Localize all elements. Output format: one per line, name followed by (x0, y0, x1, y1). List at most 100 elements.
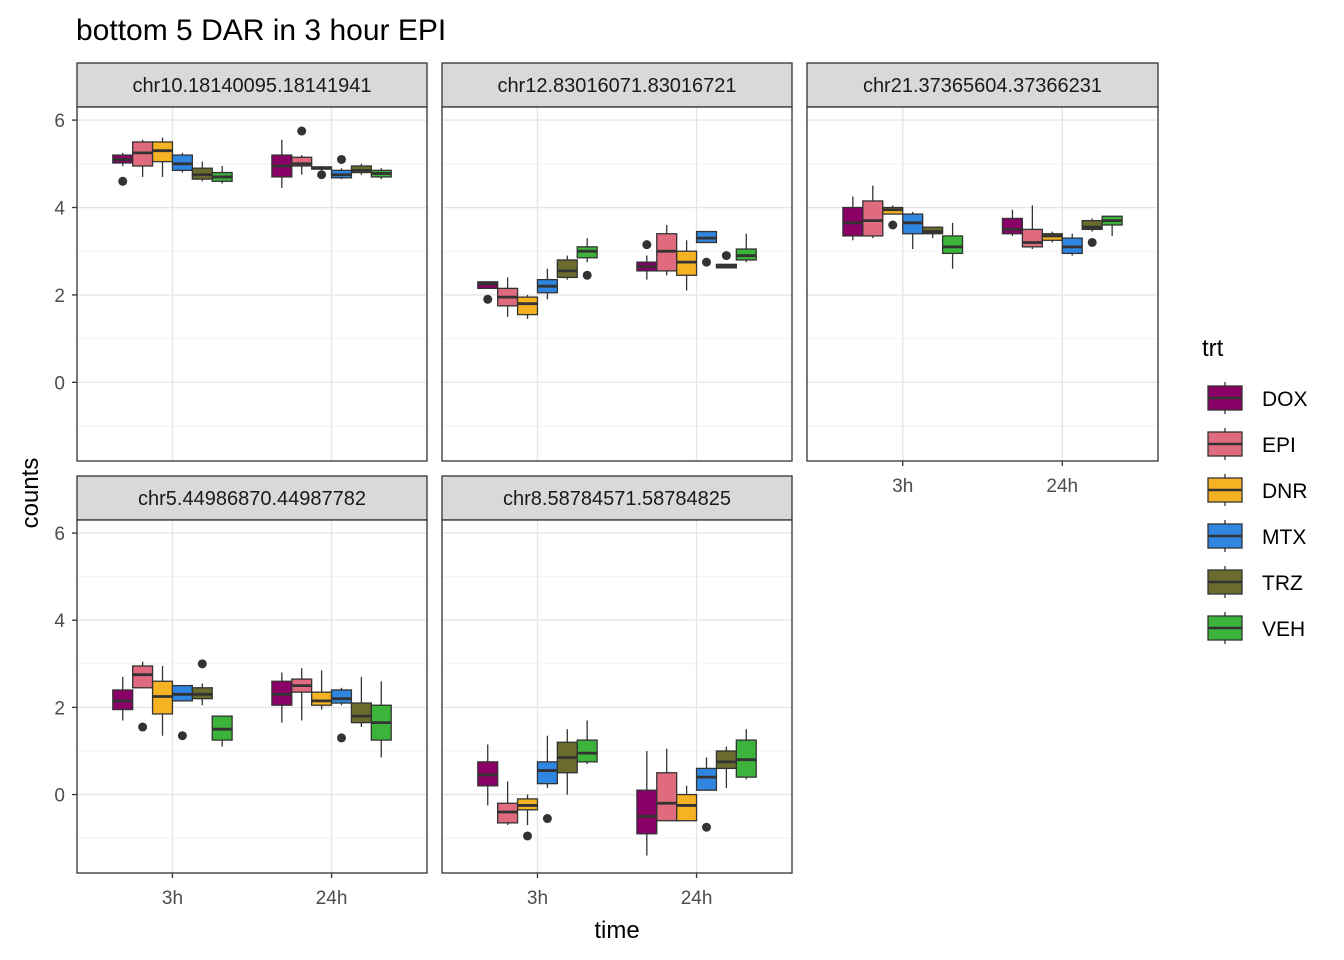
box-epi (497, 277, 519, 317)
box-iqr (862, 200, 884, 237)
box-veh (211, 166, 233, 184)
y-tick-label: 6 (54, 111, 65, 132)
box-veh (211, 715, 233, 747)
box-dnr (151, 137, 174, 177)
legend-item-epi: EPI (1207, 428, 1296, 460)
panel-border (806, 106, 1159, 462)
box-outlier (542, 814, 552, 824)
box-outlier (483, 294, 493, 304)
box-veh (576, 720, 598, 765)
box-iqr (1001, 217, 1024, 235)
x-tick-label: 24h (1046, 476, 1078, 497)
box-epi (497, 781, 519, 826)
facet-strip (806, 62, 1159, 108)
box-epi (291, 126, 313, 175)
box-dox (842, 196, 864, 241)
box-epi (1021, 205, 1043, 250)
box-veh (370, 168, 392, 180)
panel-border (76, 106, 428, 462)
box-veh (735, 233, 757, 263)
box-dnr (676, 240, 698, 291)
box-outlier (336, 154, 346, 164)
box-outlier (701, 257, 711, 267)
box-mtx (695, 230, 718, 267)
x-tick-label: 3h (892, 476, 913, 497)
x-tick-label: 24h (681, 888, 713, 909)
box-iqr (695, 767, 718, 791)
box-mtx (695, 757, 718, 832)
box-epi (132, 661, 154, 732)
box-outlier (701, 822, 711, 832)
legend-label: EPI (1262, 434, 1296, 457)
box-iqr (636, 789, 658, 835)
box-outlier (317, 170, 327, 180)
facet-strip (76, 475, 428, 521)
legend-title: trt (1202, 335, 1224, 362)
legend-item-trz: TRZ (1207, 566, 1303, 598)
x-tick-label: 24h (316, 888, 348, 909)
box-dnr (311, 166, 333, 180)
box-mtx (171, 684, 193, 741)
box-dnr (311, 670, 333, 710)
y-tick-label: 2 (54, 286, 65, 307)
y-tick-label: 4 (54, 611, 65, 632)
box-dox (1001, 209, 1024, 236)
box-trz (350, 163, 372, 175)
box-mtx (171, 152, 193, 173)
box-iqr (576, 739, 598, 763)
box-dox (271, 672, 293, 723)
box-dnr (882, 205, 904, 230)
box-iqr (291, 156, 313, 167)
legend-item-mtx: MTX (1207, 520, 1306, 552)
legend-item-veh: VEH (1207, 612, 1305, 644)
y-tick-label: 0 (54, 373, 65, 394)
box-veh (576, 238, 598, 280)
box-mtx (1061, 233, 1083, 256)
panel-border (441, 106, 793, 462)
box-trz (191, 659, 213, 706)
box-veh (941, 222, 964, 269)
y-tick-label: 6 (54, 524, 65, 545)
box-outlier (336, 733, 346, 743)
facet-panel: chr10.18140095.18141941 0 2 4 6 (54, 62, 428, 462)
box-outlier (138, 722, 148, 732)
facet-strip-label: chr12.83016071.83016721 (497, 75, 736, 97)
box-trz (715, 251, 737, 269)
x-tick-label: 3h (162, 888, 183, 909)
x-tick-label: 3h (527, 888, 548, 909)
box-outlier (582, 270, 592, 280)
box-dox (636, 240, 658, 280)
box-iqr (656, 772, 678, 822)
box-outlier (297, 126, 307, 136)
box-mtx (902, 211, 924, 250)
facet-panel: chr12.83016071.83016721 (441, 62, 793, 462)
facet-panel: chr21.37365604.37366231 3h 24h (806, 62, 1159, 497)
legend-label: DOX (1262, 388, 1308, 411)
facet-strip-label: chr10.18140095.18141941 (132, 75, 371, 97)
box-outlier (118, 176, 128, 186)
facet-panel: chr8.58784571.58784825 3h 24h (441, 475, 793, 909)
box-trz (922, 226, 944, 239)
box-iqr (330, 689, 353, 704)
box-dox (477, 744, 499, 806)
box-trz (715, 746, 737, 789)
box-iqr (556, 259, 578, 279)
box-iqr (350, 702, 372, 724)
facet-panels: chr10.18140095.18141941 0 2 4 6 chr12.8301607… (54, 62, 1159, 909)
box-epi (862, 185, 884, 239)
box-iqr (132, 665, 154, 689)
box-iqr (311, 691, 333, 706)
legend-label: DNR (1262, 480, 1308, 503)
facet-strip-label: chr21.37365604.37366231 (863, 75, 1102, 97)
panel-background (77, 520, 427, 873)
chart-title: bottom 5 DAR in 3 hour EPI (76, 14, 446, 47)
box-trz (1081, 218, 1103, 247)
legend-label: VEH (1262, 618, 1305, 641)
box-dnr (1041, 231, 1063, 243)
box-outlier (721, 251, 731, 261)
box-outlier (1087, 237, 1097, 247)
panel-background (807, 107, 1158, 461)
box-veh (735, 729, 757, 780)
box-iqr (941, 235, 964, 255)
box-dnr (676, 785, 698, 822)
